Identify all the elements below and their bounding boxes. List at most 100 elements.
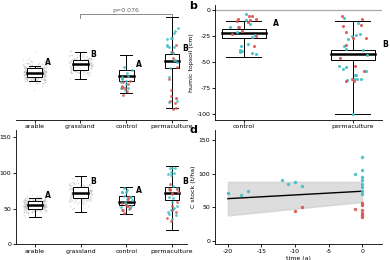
Point [72,193,78,197]
Point [68,59,74,63]
Point [21,64,28,69]
Point [245,20,251,24]
Point [121,211,127,215]
Point [28,71,35,75]
Point [23,77,29,81]
Point [75,64,82,68]
Point [28,199,35,204]
Point [37,69,43,74]
Point [37,203,43,207]
Point [37,205,44,209]
Point [29,207,35,211]
Point [21,206,27,210]
Point [336,64,342,68]
Text: A: A [273,19,279,28]
Point [364,53,370,57]
Point [40,67,46,71]
Point [84,190,90,194]
Point [25,62,32,67]
Point [34,69,40,73]
Point [82,202,88,206]
Point [38,75,44,79]
Point [125,82,131,86]
Point [39,204,45,208]
Point [28,207,34,211]
Point [36,205,43,210]
Point [67,64,73,68]
Point [80,195,86,199]
Point [25,207,32,211]
Point [363,36,369,41]
Point [30,72,36,76]
Point [86,56,92,60]
Point [166,77,172,81]
Point [82,64,88,68]
Point [25,206,32,210]
Point [171,166,177,170]
Point [31,72,37,76]
Point [24,202,30,206]
Point [42,74,48,78]
Point [67,61,73,65]
Point [343,30,349,34]
Point [37,67,43,72]
Point [29,204,35,208]
Point [30,206,36,210]
Point [84,198,90,202]
Point [28,67,34,71]
Point [26,198,32,203]
Point [23,210,29,214]
Point [32,77,38,81]
Point [126,207,132,211]
Point [41,204,48,209]
Point [86,58,92,63]
Point [30,209,37,213]
Point [85,194,91,198]
Point [81,185,87,189]
Point [75,70,81,74]
Point [72,194,78,199]
Point [174,99,181,103]
Point [35,200,42,205]
Point [21,208,27,212]
Point [28,204,34,208]
Point [23,69,29,73]
Point [170,107,176,112]
Point [34,202,40,206]
Point [82,72,88,76]
Point [38,75,44,80]
Point [33,78,39,82]
Point [30,209,36,213]
Bar [119,196,134,205]
Point [174,200,180,204]
Text: B: B [90,177,96,186]
Bar [28,202,42,209]
Point [74,185,80,189]
Point [27,64,34,68]
Point [31,204,37,208]
Point [70,206,76,210]
Point [24,199,30,203]
Point [41,205,47,209]
Point [73,194,79,198]
Point [34,203,40,207]
Point [24,77,30,82]
Point [23,70,29,74]
Point [42,77,48,82]
Point [89,192,95,197]
Point [84,195,90,199]
Point [352,207,358,211]
Point [74,194,81,199]
Point [38,76,44,80]
Point [39,62,46,67]
Point [41,199,48,203]
Point [74,190,80,194]
Point [359,168,365,172]
Point [278,178,285,183]
Point [35,203,41,207]
Point [28,206,34,210]
Point [27,73,33,77]
Point [34,67,41,71]
Point [22,67,28,71]
Point [34,69,40,74]
